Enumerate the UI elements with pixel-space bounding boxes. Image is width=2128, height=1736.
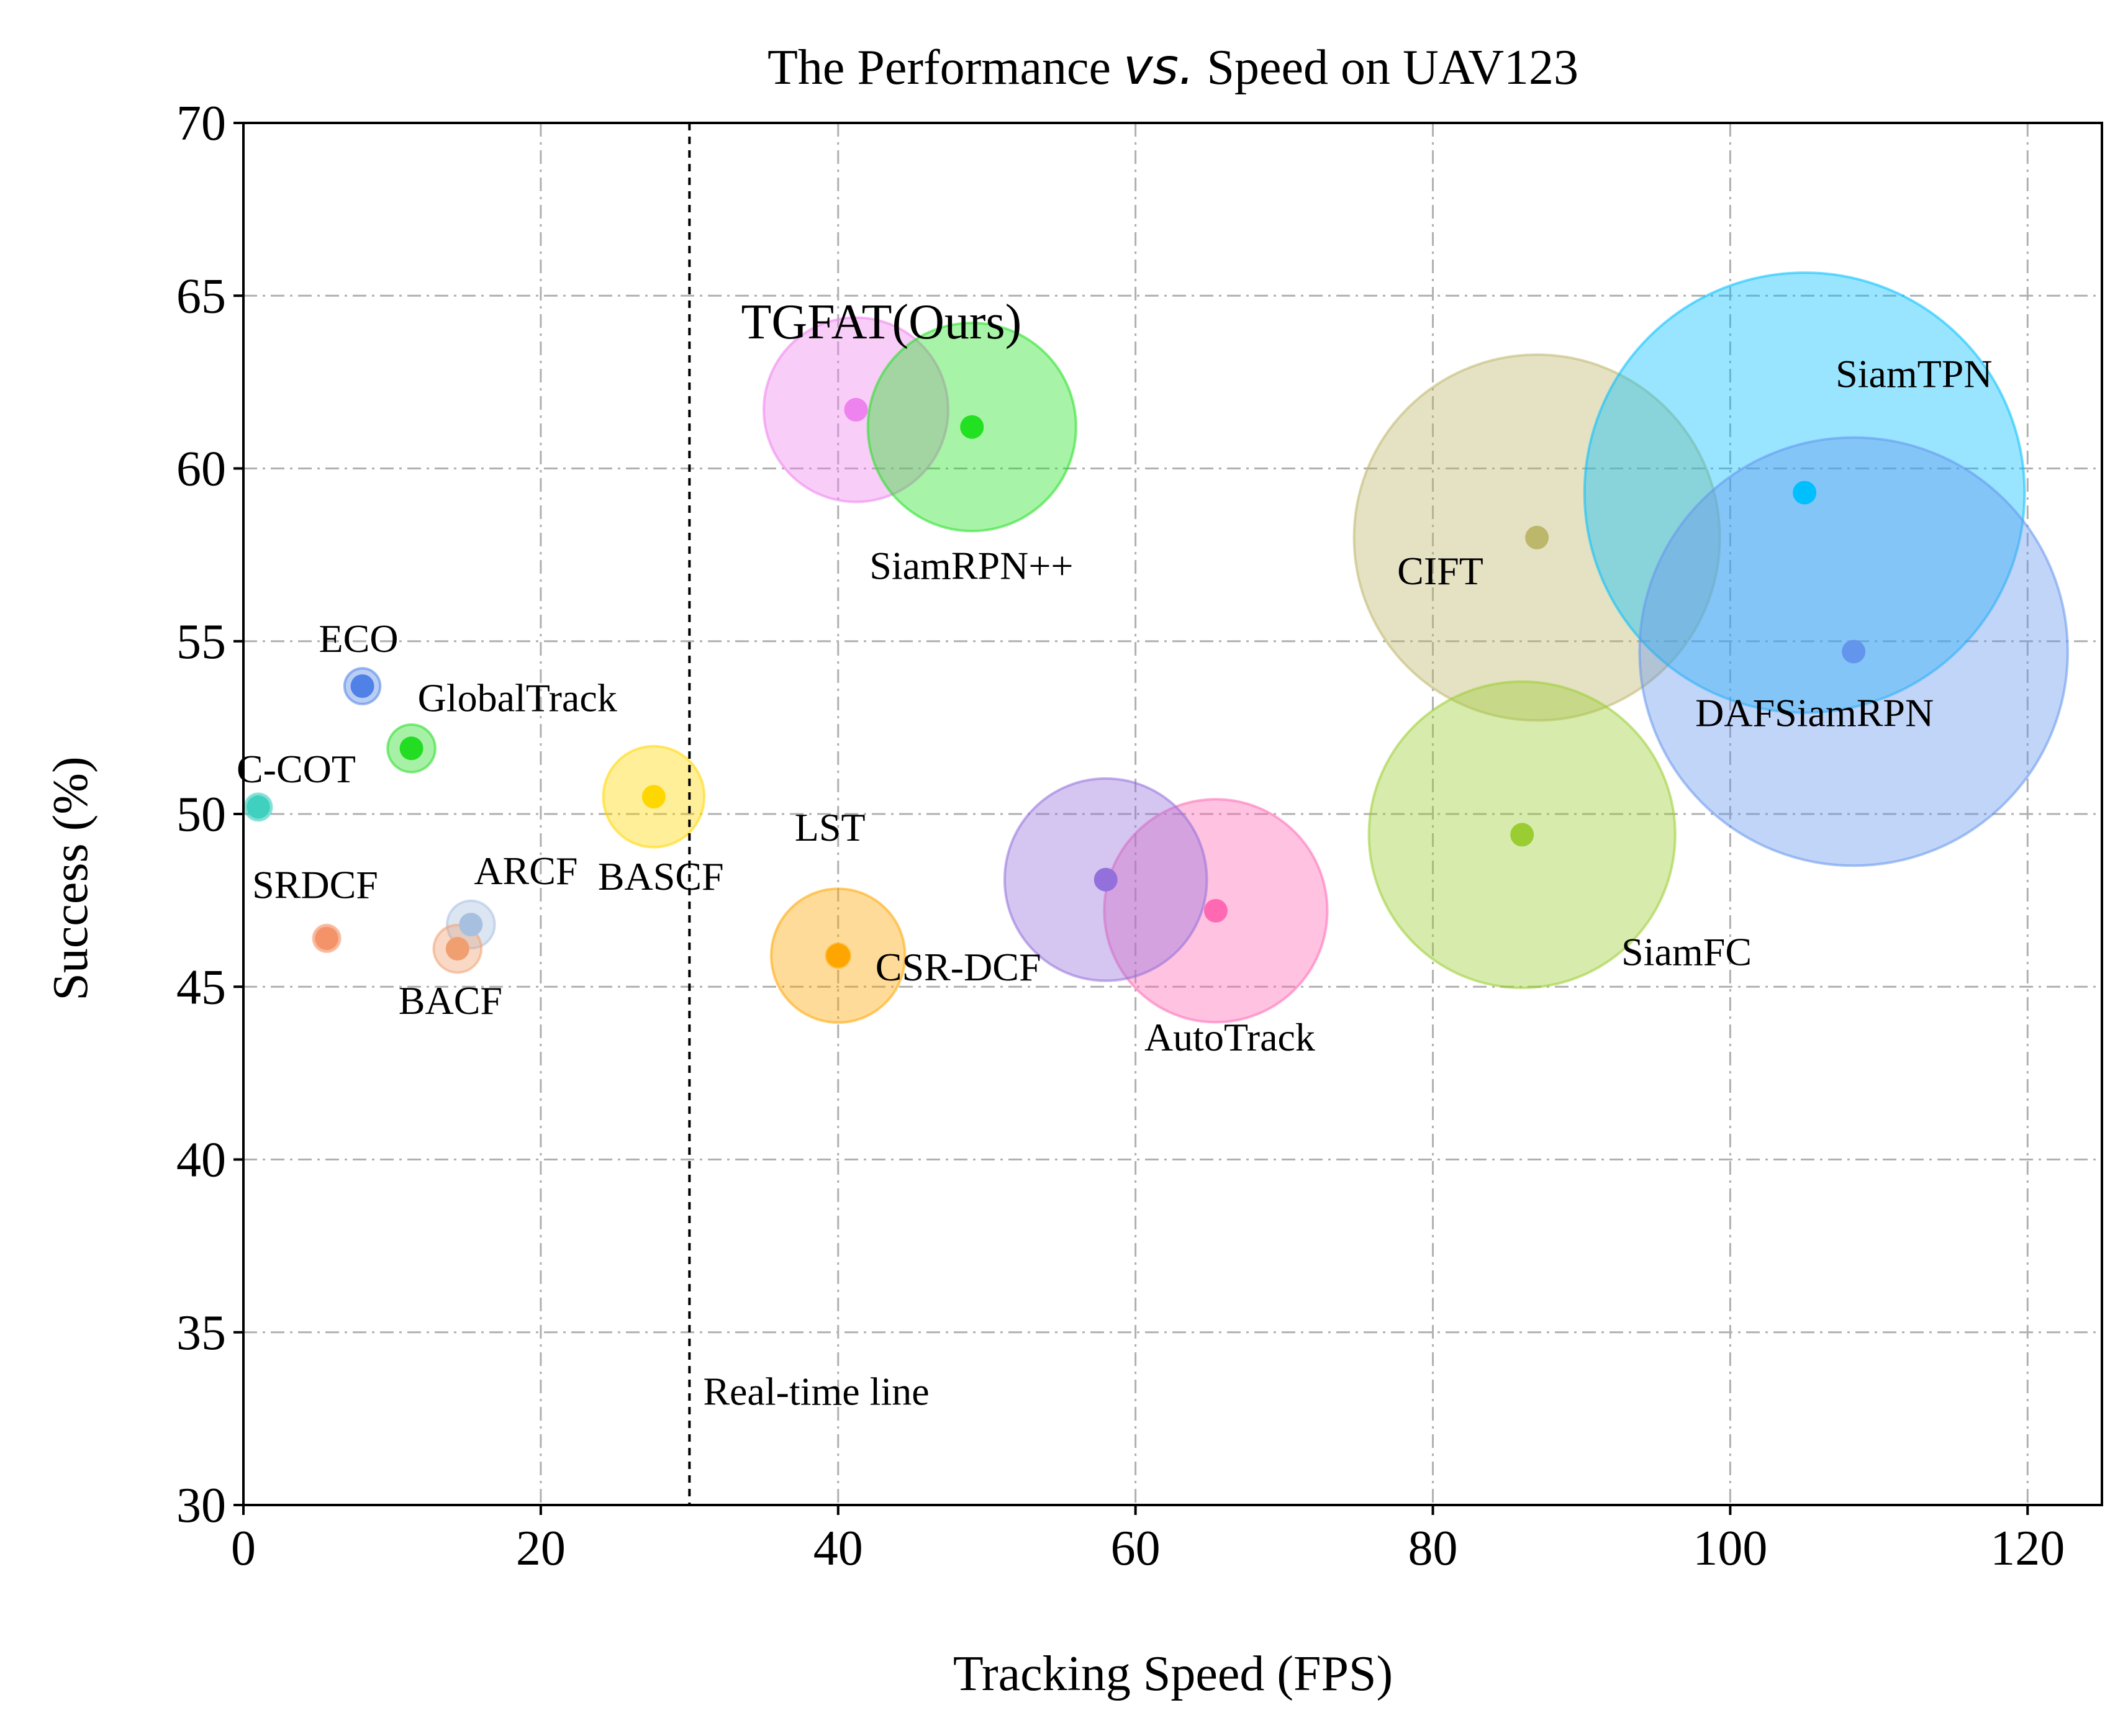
x-tick-label: 120	[1990, 1521, 2065, 1576]
data-point	[641, 785, 666, 809]
y-tick-label: 55	[176, 615, 226, 669]
y-axis-ticks: 30 35 40 45 50 55 60 65 70	[176, 96, 243, 1533]
x-tick-label: 0	[231, 1521, 256, 1576]
x-tick-label: 20	[516, 1521, 566, 1576]
y-tick-label: 40	[176, 1133, 226, 1188]
point-label: ARCF	[474, 849, 577, 893]
point-labels: ECO GlobalTrack C-COT SRDCF ARCF BACF BASCF LST…	[237, 295, 1993, 1059]
data-point	[1793, 481, 1817, 505]
point-label: DAFSiamRPN	[1695, 690, 1934, 735]
data-point	[1203, 898, 1228, 923]
data-point	[350, 674, 374, 698]
chart-title: The Performance vs. Speed on UAV123	[767, 38, 1578, 96]
y-tick-label: 65	[176, 269, 226, 323]
x-tick-label: 100	[1693, 1521, 1767, 1576]
point-label: GlobalTrack	[418, 676, 617, 720]
data-point	[1093, 867, 1118, 892]
x-tick-label: 40	[813, 1521, 863, 1576]
point-layer	[246, 397, 1866, 968]
y-tick-label: 35	[176, 1306, 226, 1360]
chart-title-part-3: Speed on UAV123	[1194, 40, 1578, 95]
point-label: CIFT	[1397, 549, 1483, 593]
data-point	[315, 926, 339, 951]
data-point	[1525, 525, 1549, 549]
point-label: BASCF	[598, 854, 724, 898]
data-point	[826, 944, 850, 968]
realtime-line-label: Real-time line	[703, 1370, 929, 1414]
y-axis-label: Success (%)	[43, 756, 98, 1000]
point-label: ECO	[319, 617, 399, 661]
y-tick-label: 50	[176, 787, 226, 842]
point-label: BACF	[399, 979, 502, 1023]
data-point	[1510, 823, 1534, 847]
point-label: C-COT	[237, 747, 356, 791]
point-label: SiamRPN++	[869, 544, 1073, 588]
data-point	[844, 397, 868, 422]
point-label: TGFAT(Ours)	[741, 295, 1021, 350]
point-label: CSR-DCF	[876, 945, 1041, 989]
data-point	[399, 736, 423, 761]
y-tick-label: 70	[176, 96, 226, 151]
x-axis-ticks: 0 20 40 60 80 100 120	[231, 1505, 2065, 1576]
y-tick-label: 30	[176, 1478, 226, 1533]
data-point	[459, 913, 483, 937]
y-tick-label: 60	[176, 442, 226, 497]
point-label: LST	[795, 805, 866, 849]
x-axis-label: Tracking Speed (FPS)	[953, 1647, 1393, 1701]
data-point	[246, 795, 270, 819]
data-point	[1842, 640, 1866, 664]
data-point	[960, 415, 984, 439]
data-point	[445, 937, 469, 961]
point-label: AutoTrack	[1144, 1015, 1315, 1059]
y-tick-label: 45	[176, 960, 226, 1015]
point-label: SRDCF	[252, 862, 378, 906]
chart-title-part-1: The Performance	[767, 40, 1123, 95]
point-label: SiamTPN	[1836, 351, 1992, 396]
point-label: SiamFC	[1621, 929, 1752, 974]
x-tick-label: 60	[1111, 1521, 1161, 1576]
x-tick-label: 80	[1408, 1521, 1458, 1576]
chart-title-part-2: vs.	[1123, 38, 1194, 96]
